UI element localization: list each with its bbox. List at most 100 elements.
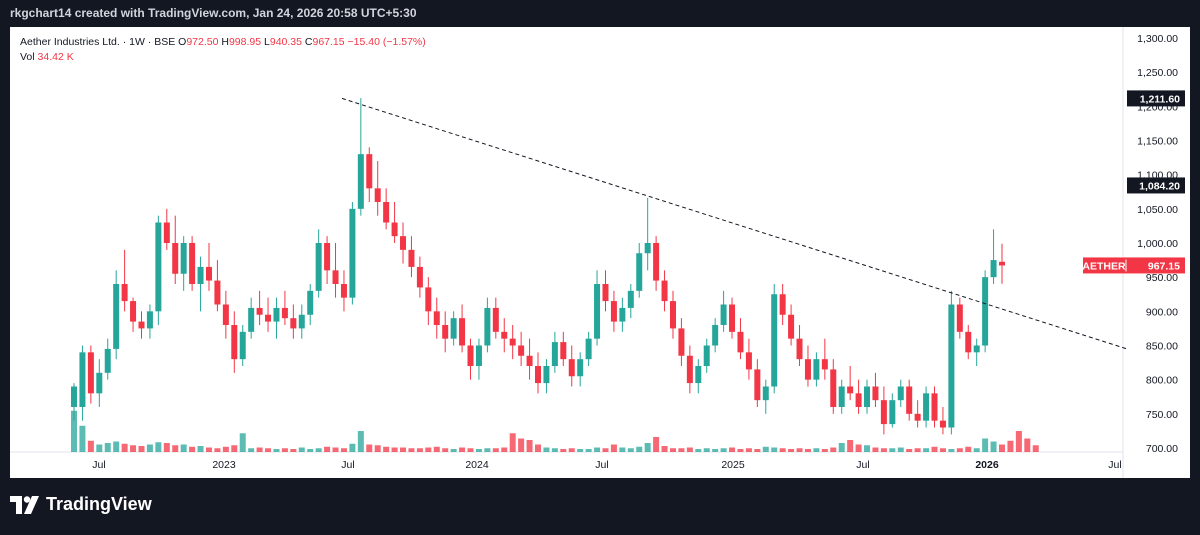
volume-bar bbox=[906, 449, 913, 452]
candle-body bbox=[889, 400, 896, 425]
candle-body bbox=[745, 352, 752, 370]
volume-bar bbox=[914, 448, 921, 452]
candle-body bbox=[366, 154, 373, 189]
candle-body bbox=[880, 400, 887, 425]
candle-body bbox=[315, 243, 322, 291]
close-value: 967.15 bbox=[312, 36, 345, 48]
x-tick-label: Jul bbox=[1108, 459, 1121, 471]
candle-body bbox=[484, 307, 491, 346]
candle-body bbox=[585, 338, 592, 360]
volume-bar bbox=[400, 447, 407, 452]
volume-bar bbox=[669, 448, 676, 452]
volume-bar bbox=[248, 448, 255, 452]
volume-bar bbox=[526, 440, 533, 452]
candle-body bbox=[273, 307, 280, 322]
x-tick-label: Jul bbox=[595, 459, 608, 471]
volume-bar bbox=[307, 449, 314, 452]
volume-bar bbox=[703, 448, 710, 452]
volume-bar bbox=[897, 447, 904, 452]
x-tick-label: 2023 bbox=[212, 459, 236, 471]
volume-bar bbox=[535, 444, 541, 452]
chart-panel[interactable]: 1,300.00 1,250.00 1,200.00 1,150.00 1,100.00… bbox=[10, 27, 1190, 478]
x-tick-label: Jul bbox=[856, 459, 869, 471]
candle-body bbox=[804, 359, 811, 380]
candle-body bbox=[121, 284, 128, 302]
volume-bar bbox=[332, 447, 339, 452]
candle-body bbox=[408, 249, 415, 267]
candle-body bbox=[214, 280, 221, 305]
candle-body bbox=[442, 325, 449, 339]
candle-body bbox=[71, 386, 77, 407]
y-tick-label: 750.00 bbox=[1146, 409, 1178, 421]
high-value: 998.95 bbox=[228, 36, 262, 48]
tradingview-branding[interactable]: TradingView bbox=[10, 494, 152, 515]
volume-bar bbox=[146, 444, 153, 452]
volume-bar bbox=[484, 448, 491, 452]
volume-bar bbox=[87, 440, 94, 452]
candle-body bbox=[729, 304, 736, 332]
candle-body bbox=[973, 345, 980, 353]
volume-bar bbox=[712, 449, 719, 452]
candle-body bbox=[914, 413, 921, 421]
candle-body bbox=[653, 243, 660, 281]
volume-bar bbox=[298, 447, 305, 452]
volume-bar bbox=[923, 448, 930, 452]
x-tick-label: Jul bbox=[341, 459, 354, 471]
ohlc-legend: Aether Industries Ltd. · 1W · BSE O972.5… bbox=[20, 35, 426, 65]
candle-body bbox=[475, 345, 482, 366]
volume-bar bbox=[450, 449, 457, 452]
candle-body bbox=[324, 243, 331, 271]
volume-bar bbox=[121, 443, 128, 452]
candle-body bbox=[788, 314, 795, 339]
volume-bar bbox=[467, 448, 474, 452]
candle-body bbox=[130, 301, 137, 322]
volume-bar bbox=[610, 444, 617, 452]
candle-body bbox=[113, 284, 120, 349]
candle-body bbox=[104, 348, 111, 373]
volume-bar bbox=[771, 447, 778, 452]
price-badge-label: 1,211.60 bbox=[1140, 93, 1180, 105]
candle-body bbox=[897, 386, 904, 401]
candle-body bbox=[779, 294, 786, 315]
volume-bar bbox=[366, 444, 373, 452]
volume-bar bbox=[205, 447, 212, 452]
candle-body bbox=[703, 345, 710, 366]
x-tick-label: 2025 bbox=[721, 459, 745, 471]
close-label: C bbox=[304, 36, 313, 48]
volume-bar bbox=[585, 449, 592, 452]
candle-body bbox=[661, 280, 668, 302]
volume-bar bbox=[374, 445, 381, 452]
candle-body bbox=[636, 253, 643, 291]
candle-body bbox=[712, 325, 719, 346]
volume-bar bbox=[79, 425, 86, 452]
candle-body bbox=[678, 328, 685, 356]
volume-bar bbox=[594, 447, 601, 452]
candle-body bbox=[332, 270, 339, 284]
candle-body bbox=[821, 359, 828, 370]
last-price-badge-bg bbox=[1083, 257, 1185, 274]
candle-body bbox=[391, 222, 398, 237]
candle-body bbox=[923, 393, 930, 421]
candle-body bbox=[990, 260, 997, 278]
volume-bar bbox=[442, 448, 449, 452]
volume-bar bbox=[956, 448, 963, 452]
symbol-label[interactable]: Aether Industries Ltd. · 1W · BSE bbox=[20, 36, 176, 48]
price-badge-bg bbox=[1127, 177, 1185, 194]
candle-body bbox=[138, 321, 145, 329]
y-tick-label: 700.00 bbox=[1146, 443, 1178, 455]
volume-bar bbox=[653, 437, 660, 452]
volume-bar bbox=[492, 448, 499, 452]
low-value: 940.35 bbox=[269, 36, 302, 48]
candle-body bbox=[543, 366, 550, 384]
candle-body bbox=[222, 304, 229, 325]
candlestick-chart[interactable]: 1,300.001,250.001,200.001,150.001,100.00… bbox=[10, 27, 1190, 478]
volume-bar bbox=[172, 445, 179, 452]
candle-body bbox=[762, 386, 769, 401]
candle-body bbox=[813, 359, 820, 380]
volume-bar bbox=[720, 448, 727, 452]
volume-bar bbox=[661, 446, 668, 452]
last-price-value: 967.15 bbox=[1148, 260, 1180, 272]
candle-body bbox=[847, 386, 854, 394]
candle-body bbox=[686, 355, 693, 384]
candle-body bbox=[96, 372, 103, 394]
